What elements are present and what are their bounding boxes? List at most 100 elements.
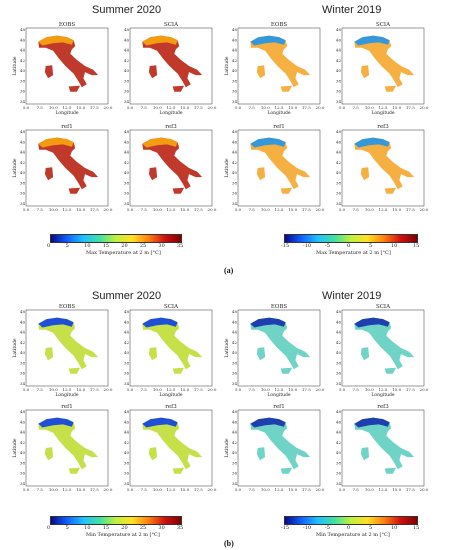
x-tick-label: 7.5	[248, 487, 255, 492]
colorbar-tick-label: 5	[369, 243, 373, 249]
panel-title: SCIA	[164, 22, 179, 28]
map-panel: SCIA 48 46 44 42 40 38 36 345.0 7.5 10.0 12.5 15.0 17…	[124, 22, 217, 116]
y-tick-label: 46	[20, 139, 26, 144]
sicily	[384, 467, 397, 474]
y-tick-label: 36	[124, 471, 130, 476]
x-tick-label: 12.5	[379, 105, 388, 110]
y-tick-label: 48	[232, 27, 238, 32]
x-tick-label: 12.5	[63, 387, 72, 392]
y-tick-label: 36	[232, 371, 238, 376]
x-tick-label: 10.0	[365, 105, 374, 110]
y-tick-label: 34	[20, 481, 26, 486]
alps-region	[354, 417, 390, 428]
colorbar-tick-label: -10	[303, 243, 312, 249]
colorbar-tick-label: 15	[413, 243, 420, 249]
panel-title: ref3	[165, 404, 177, 410]
x-tick-label: 15.0	[180, 105, 189, 110]
map-panel: ref1 48 46 44 42 40 38 36 345.0 7.5 10.0 12.5 15.0 17…	[224, 124, 325, 212]
x-tick-label: 17.5	[194, 387, 203, 392]
y-tick-label: 36	[124, 371, 130, 376]
section-b-winter-title: Winter 2019	[322, 290, 382, 302]
y-tick-label: 38	[124, 78, 130, 83]
y-tick-label: 44	[124, 150, 130, 155]
sardinia	[256, 65, 266, 79]
y-tick-label: 34	[20, 381, 26, 386]
y-tick-label: 48	[232, 309, 238, 314]
colorbar-tick-label: 10	[84, 243, 91, 249]
y-tick-label: 40	[124, 450, 130, 455]
x-tick-label: 15.0	[392, 387, 401, 392]
y-tick-label: 42	[20, 58, 26, 63]
y-tick-label: 48	[20, 129, 26, 134]
x-tick-label: 10.0	[365, 207, 374, 212]
x-tick-label: 5.0	[23, 105, 30, 110]
y-tick-label: 46	[232, 419, 238, 424]
y-tick-label: 36	[336, 471, 342, 476]
x-tick-label: 12.5	[63, 105, 72, 110]
y-axis-label: Latitude	[12, 338, 18, 358]
x-axis-label: Longitude	[267, 392, 291, 398]
y-tick-label: 34	[232, 201, 238, 206]
x-tick-label: 7.5	[36, 105, 43, 110]
colorbar-tick-label: 5	[65, 243, 69, 249]
y-tick-label: 38	[20, 180, 26, 185]
y-tick-label: 34	[336, 99, 342, 104]
x-tick-label: 15.0	[180, 387, 189, 392]
italy-mainland	[354, 35, 415, 88]
x-tick-label: 20.0	[316, 387, 325, 392]
sicily	[384, 85, 397, 92]
y-tick-label: 46	[232, 139, 238, 144]
colorbar-tick-label: 0	[347, 243, 351, 249]
alps-region	[250, 35, 286, 46]
x-tick-label: 20.0	[104, 387, 113, 392]
x-tick-label: 10.0	[153, 207, 162, 212]
x-tick-label: 20.0	[208, 487, 217, 492]
alps-region	[250, 317, 286, 328]
x-tick-label: 12.5	[379, 487, 388, 492]
x-tick-label: 10.0	[49, 105, 58, 110]
x-axis-label: Longitude	[55, 110, 79, 116]
y-tick-label: 40	[124, 350, 130, 355]
x-tick-label: 7.5	[248, 207, 255, 212]
x-tick-label: 12.5	[167, 207, 176, 212]
italy-mainland	[354, 317, 415, 370]
y-tick-label: 42	[336, 58, 342, 63]
alps-region	[38, 417, 74, 428]
x-tick-label: 17.5	[302, 387, 311, 392]
colorbar-b-summer-ticks: 0 5 10 15 20 25 30 35	[47, 525, 183, 532]
x-tick-label: 15.0	[392, 487, 401, 492]
x-tick-label: 10.0	[153, 487, 162, 492]
x-tick-label: 7.5	[36, 387, 43, 392]
x-tick-label: 20.0	[316, 487, 325, 492]
y-tick-label: 40	[20, 68, 26, 73]
italy-mainland	[250, 137, 311, 190]
x-tick-label: 12.5	[379, 387, 388, 392]
section-a-winter-title: Winter 2019	[322, 4, 382, 16]
x-tick-label: 7.5	[352, 105, 359, 110]
colorbar-tick-label: 30	[158, 525, 165, 531]
colorbar-a-summer-ticks: 0 5 10 15 20 25 30 35	[47, 243, 183, 250]
alps-region	[354, 317, 390, 328]
y-tick-label: 36	[232, 89, 238, 94]
map-panel: ref3 48 46 44 42 40 38 36 345.0 7.5 10.0 12.5 15.0 17…	[336, 124, 429, 212]
colorbar-tick-label: -5	[325, 525, 330, 531]
x-tick-label: 15.0	[76, 207, 85, 212]
x-tick-label: 12.5	[167, 487, 176, 492]
italy-mainland	[38, 317, 99, 370]
x-axis-label: Longitude	[55, 392, 79, 398]
y-tick-label: 40	[20, 450, 26, 455]
y-tick-label: 44	[124, 430, 130, 435]
y-tick-label: 42	[124, 340, 130, 345]
y-tick-label: 34	[20, 201, 26, 206]
y-tick-label: 36	[124, 191, 130, 196]
y-tick-label: 46	[20, 319, 26, 324]
x-tick-label: 17.5	[406, 105, 415, 110]
sicily	[280, 187, 293, 194]
x-axis-label: Longitude	[371, 392, 395, 398]
x-tick-label: 5.0	[23, 387, 30, 392]
map-panel: SCIA 48 46 44 42 40 38 36 345.0 7.5 10.0 12.5 15.0 17…	[336, 304, 429, 398]
italy-mainland	[38, 417, 99, 470]
panel-title: ref3	[377, 404, 389, 410]
map-panel: ref3 48 46 44 42 40 38 36 345.0 7.5 10.0 12.5 15.0 17…	[124, 404, 217, 492]
y-tick-label: 36	[20, 371, 26, 376]
